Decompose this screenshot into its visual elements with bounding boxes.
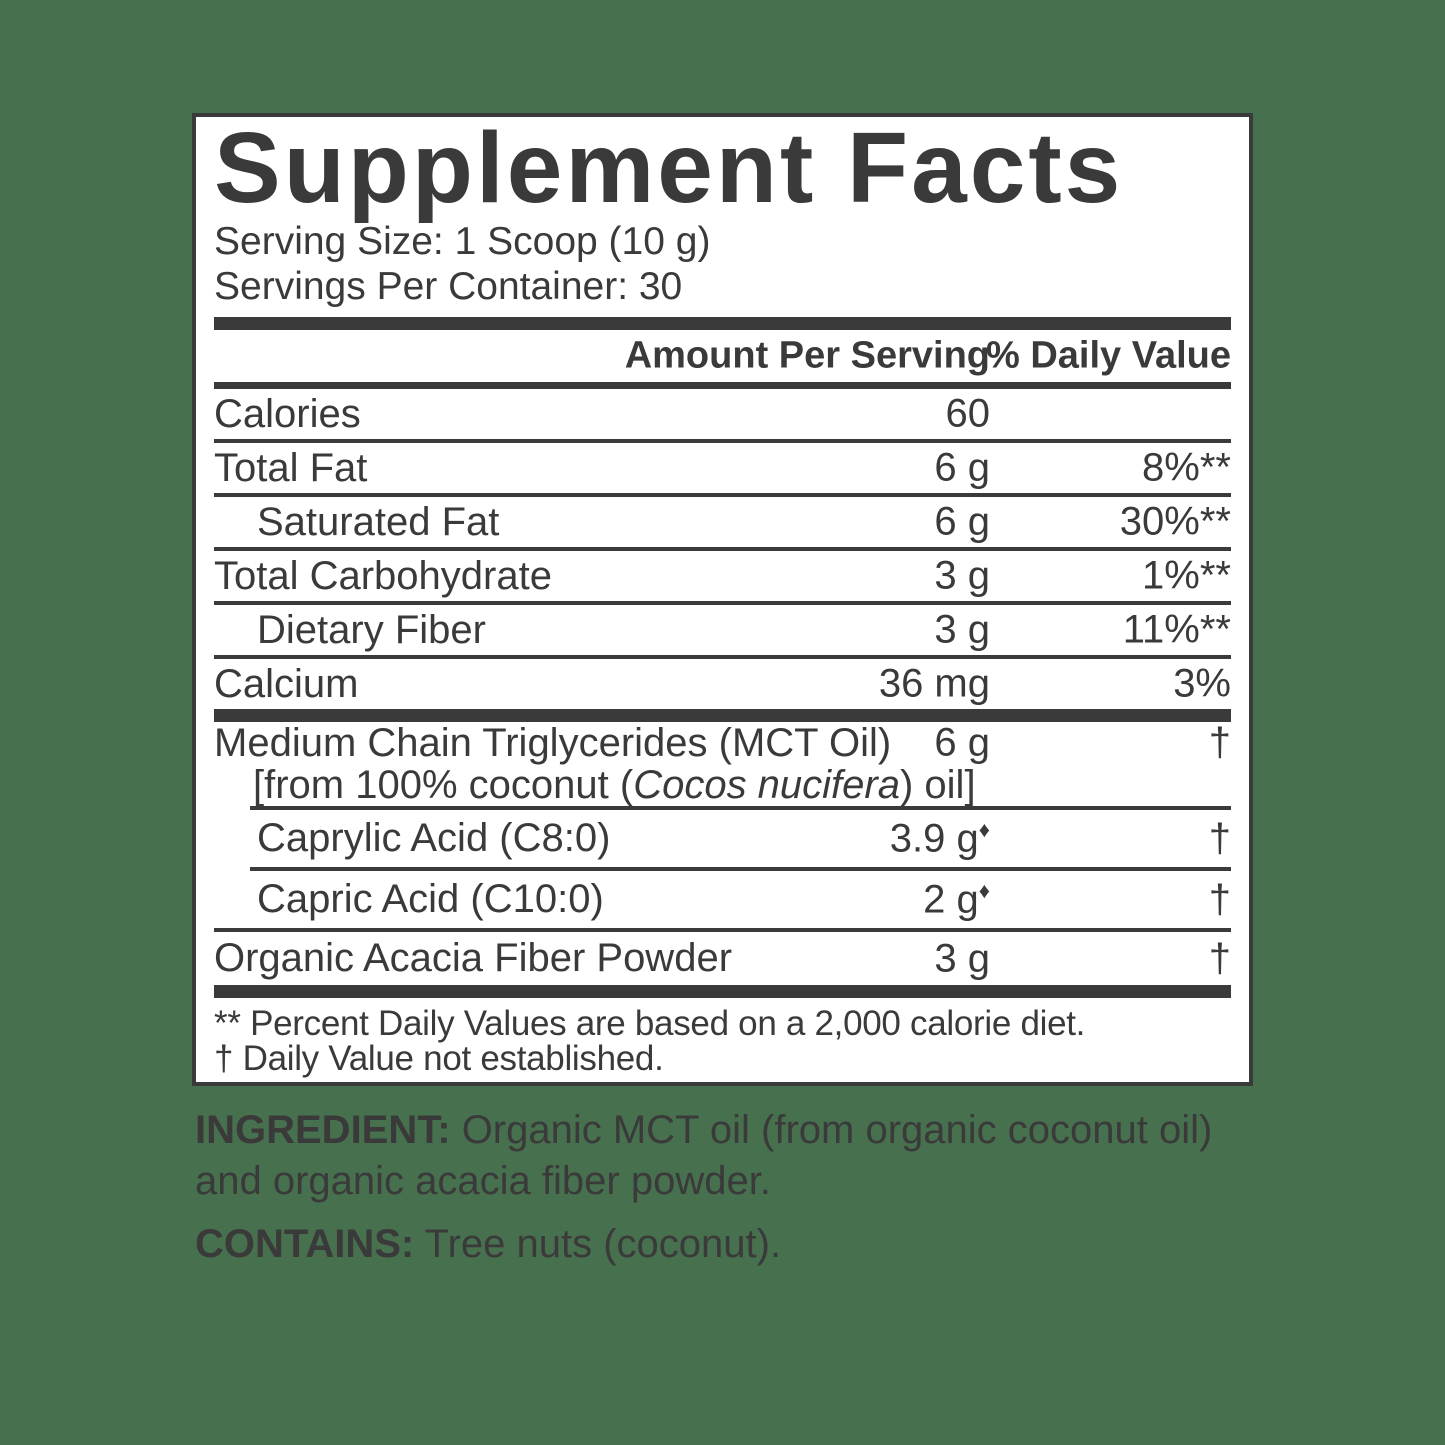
servings-per-container: Servings Per Container: 30 xyxy=(214,265,683,308)
species-name-italic: Cocos nucifera xyxy=(633,763,900,807)
row-amount: 3 g xyxy=(934,936,990,980)
row-name: Capric Acid (C10:0) xyxy=(257,877,604,921)
row-name: Calories xyxy=(214,391,361,436)
table-row: Dietary Fiber 3 g 11%** xyxy=(214,605,1231,655)
diamond-mark: ♦ xyxy=(978,816,990,842)
footnote-percent-daily-values: ** Percent Daily Values are based on a 2… xyxy=(214,1004,1086,1043)
table-header: Amount Per Serving % Daily Value xyxy=(214,330,1231,382)
ingredient-text-line2: and organic acacia fiber powder. xyxy=(195,1159,771,1203)
row-dv: † xyxy=(1208,936,1231,980)
row-divider xyxy=(214,439,1231,443)
table-row: Caprylic Acid (C8:0) 3.9 g♦ † xyxy=(214,810,1231,867)
row-amount: 60 xyxy=(945,391,991,436)
row-name: Dietary Fiber xyxy=(257,607,486,652)
row-amount: 3 g xyxy=(934,607,990,652)
row-dv: † xyxy=(1208,877,1231,921)
note-post: ) oil] xyxy=(899,763,976,807)
row-amount: 2 g♦ xyxy=(923,877,990,921)
thick-divider xyxy=(214,985,1231,998)
row-name: Total Carbohydrate xyxy=(214,553,552,598)
row-amount: 6 g xyxy=(934,499,990,544)
table-row: Total Fat 6 g 8%** xyxy=(214,443,1231,493)
ingredient-line2: and organic acacia fiber powder. xyxy=(195,1156,1285,1207)
contains-line: CONTAINS: Tree nuts (coconut). xyxy=(195,1219,1285,1270)
row-dv: 3% xyxy=(1173,661,1231,706)
diamond-mark: ♦ xyxy=(978,877,990,903)
row-name: Calcium xyxy=(214,661,359,706)
row-amount: 3.9 g♦ xyxy=(889,816,990,860)
row-divider-inset xyxy=(250,867,1231,871)
ingredient-line: INGREDIENT: Organic MCT oil (from organi… xyxy=(195,1105,1285,1156)
ingredients-section: INGREDIENT: Organic MCT oil (from organi… xyxy=(195,1105,1285,1270)
row-dv: 1%** xyxy=(1142,553,1231,598)
row-divider xyxy=(214,547,1231,551)
row-name: Saturated Fat xyxy=(257,499,500,544)
row-divider xyxy=(214,493,1231,497)
row-dv: † xyxy=(1208,816,1231,860)
panel-title: Supplement Facts xyxy=(214,112,1124,224)
row-name: Organic Acacia Fiber Powder xyxy=(214,936,733,980)
contains-text: Tree nuts (coconut). xyxy=(414,1222,782,1266)
row-name: Medium Chain Triglycerides (MCT Oil) xyxy=(214,721,892,765)
row-amount: 3 g xyxy=(934,553,990,598)
row-amount: 36 mg xyxy=(878,661,990,706)
table-row: Medium Chain Triglycerides (MCT Oil) [fr… xyxy=(214,720,1231,807)
ingredient-text-line1: Organic MCT oil (from organic coconut oi… xyxy=(450,1108,1213,1152)
footnote-daily-value-not-established: † Daily Value not established. xyxy=(214,1039,664,1078)
header-divider xyxy=(214,382,1231,389)
contains-label: CONTAINS: xyxy=(195,1222,415,1266)
thick-divider xyxy=(214,709,1231,722)
row-dv: † xyxy=(1208,720,1231,765)
table-row: Capric Acid (C10:0) 2 g♦ † xyxy=(214,871,1231,928)
table-row: Total Carbohydrate 3 g 1%** xyxy=(214,551,1231,601)
row-source-note: [from 100% coconut (Cocos nucifera) oil] xyxy=(214,764,1231,806)
row-name: Caprylic Acid (C8:0) xyxy=(257,816,611,860)
daily-value-header: % Daily Value xyxy=(985,334,1231,377)
row-divider xyxy=(214,928,1231,932)
row-amount: 6 g xyxy=(934,720,990,765)
footnotes: ** Percent Daily Values are based on a 2… xyxy=(214,998,1231,1076)
amount-per-serving-header: Amount Per Serving xyxy=(624,334,990,377)
row-dv: 11%** xyxy=(1122,607,1231,652)
serving-size: Serving Size: 1 Scoop (10 g) xyxy=(214,220,711,263)
table-row: Calcium 36 mg 3% xyxy=(214,659,1231,709)
row-divider-inset xyxy=(250,806,1231,810)
row-dv: 30%** xyxy=(1119,499,1231,544)
row-divider xyxy=(214,655,1231,659)
row-amount: 6 g xyxy=(934,445,990,490)
thick-divider xyxy=(214,317,1231,330)
supplement-facts-panel: Supplement Facts Serving Size: 1 Scoop (… xyxy=(192,113,1253,1086)
row-divider xyxy=(214,601,1231,605)
ingredient-label: INGREDIENT: xyxy=(195,1108,451,1152)
table-row: Saturated Fat 6 g 30%** xyxy=(214,497,1231,547)
table-row: Calories 60 xyxy=(214,389,1231,439)
note-pre: [from 100% coconut ( xyxy=(253,763,634,807)
row-name: Total Fat xyxy=(214,445,368,490)
row-dv: 8%** xyxy=(1142,445,1231,490)
table-row: Organic Acacia Fiber Powder 3 g † xyxy=(214,932,1231,985)
